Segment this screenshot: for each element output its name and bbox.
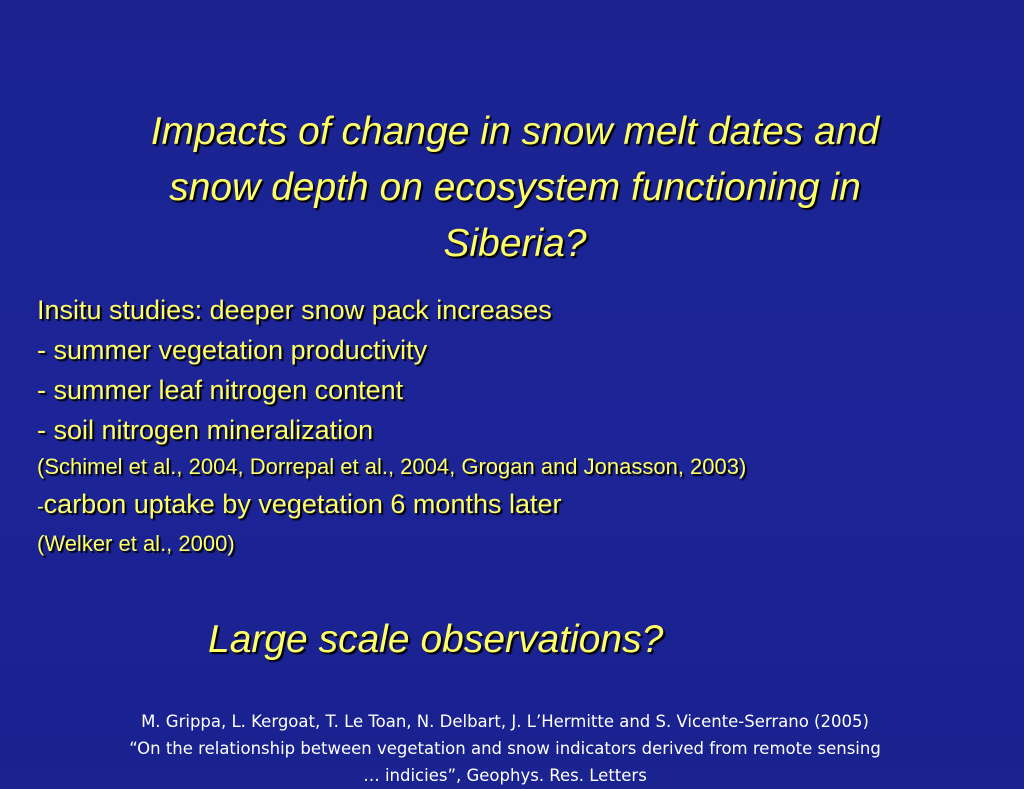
citation-line-3: … indicies”, Geophys. Res. Letters [363, 766, 647, 785]
body-text: Insitu studies: deeper snow pack increas… [37, 290, 997, 561]
bullet-leaf-nitrogen: - summer leaf nitrogen content [37, 375, 404, 405]
bullet-carbon-uptake-text: carbon uptake by vegetation 6 months lat… [43, 489, 562, 519]
bullet-vegetation-productivity: - summer vegetation productivity [37, 335, 428, 365]
intro-line: Insitu studies: deeper snow pack increas… [37, 295, 552, 325]
reference-schimel: (Schimel et al., 2004, Dorrepal et al., … [37, 454, 747, 479]
reference-welker: (Welker et al., 2000) [37, 531, 235, 556]
title-line-2: snow depth on ecosystem functioning in [169, 166, 861, 209]
slide-title: Impacts of change in snow melt dates and… [60, 104, 970, 272]
title-line-3: Siberia? [443, 222, 587, 265]
title-line-1: Impacts of change in snow melt dates and [150, 110, 880, 153]
bullet-dash: - [37, 496, 44, 518]
citation: M. Grippa, L. Kergoat, T. Le Toan, N. De… [30, 708, 980, 789]
bullet-carbon-uptake: -carbon uptake by vegetation 6 months la… [37, 484, 997, 527]
citation-line-1: M. Grippa, L. Kergoat, T. Le Toan, N. De… [141, 712, 869, 731]
citation-line-2: “On the relationship between vegetation … [129, 739, 881, 758]
slide: Impacts of change in snow melt dates and… [37, 104, 997, 661]
bullet-soil-nitrogen: - soil nitrogen mineralization [37, 415, 374, 445]
large-scale-heading: Large scale observations? [208, 618, 664, 661]
